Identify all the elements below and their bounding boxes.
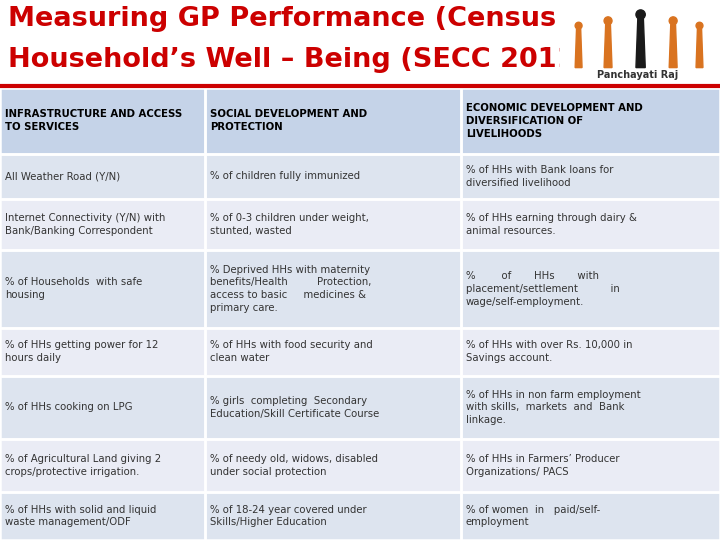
Text: Measuring GP Performance (Census 2011): Measuring GP Performance (Census 2011) [8,6,653,32]
Text: % of HHs with solid and liquid
waste management/ODF: % of HHs with solid and liquid waste man… [5,504,156,528]
Bar [461,328,720,376]
Text: INFRASTRUCTURE AND ACCESS
TO SERVICES: INFRASTRUCTURE AND ACCESS TO SERVICES [5,110,182,132]
Text: % of HHs with Bank loans for
diversified livelihood: % of HHs with Bank loans for diversified… [466,165,613,188]
Bar [461,88,720,154]
Text: % of HHs getting power for 12
hours daily: % of HHs getting power for 12 hours dail… [5,341,158,363]
Text: % Deprived HHs with maternity
benefits/Health         Protection,
access to basi: % Deprived HHs with maternity benefits/H… [210,265,372,313]
Text: SOCIAL DEVELOPMENT AND
PROTECTION: SOCIAL DEVELOPMENT AND PROTECTION [210,110,367,132]
Bar [461,154,720,199]
Circle shape [604,17,612,25]
Bar [0,492,205,540]
Bar [0,88,205,154]
Bar [205,199,461,249]
Text: % of Households  with safe
housing: % of Households with safe housing [5,278,143,300]
Text: % of women  in   paid/self-
employment: % of women in paid/self- employment [466,504,600,528]
Bar [205,249,461,328]
Text: % of HHs with food security and
clean water: % of HHs with food security and clean wa… [210,341,373,363]
Text: % of HHs earning through dairy &
animal resources.: % of HHs earning through dairy & animal … [466,213,636,236]
Text: ECONOMIC DEVELOPMENT AND
DIVERSIFICATION OF
LIVELIHOODS: ECONOMIC DEVELOPMENT AND DIVERSIFICATION… [466,103,642,139]
Bar [205,154,461,199]
Bar [0,249,205,328]
Text: % of 0-3 children under weight,
stunted, wasted: % of 0-3 children under weight, stunted,… [210,213,369,236]
Bar [560,2,715,84]
Text: % of HHs in Farmers’ Producer
Organizations/ PACS: % of HHs in Farmers’ Producer Organizati… [466,454,619,477]
Bar [461,492,720,540]
Polygon shape [575,29,582,68]
Bar [0,249,205,328]
Bar [205,154,461,199]
Bar [0,0,720,88]
Bar [461,439,720,492]
Text: % of HHs with over Rs. 10,000 in
Savings account.: % of HHs with over Rs. 10,000 in Savings… [466,341,632,363]
Bar [461,88,720,154]
Bar [205,88,461,154]
Bar [461,376,720,439]
Bar [0,439,205,492]
Polygon shape [669,24,677,68]
Bar [205,439,461,492]
Polygon shape [604,24,612,68]
Bar [0,199,205,249]
Polygon shape [636,19,645,68]
Bar [0,492,205,540]
Bar [0,88,205,154]
Text: Panchayati Raj: Panchayati Raj [597,70,678,80]
Circle shape [669,17,677,25]
Bar [205,492,461,540]
Bar [0,376,205,439]
Text: % of needy old, widows, disabled
under social protection: % of needy old, widows, disabled under s… [210,454,378,477]
Text: % of 18-24 year covered under
Skills/Higher Education: % of 18-24 year covered under Skills/Hig… [210,504,366,528]
Bar [461,249,720,328]
Text: % of children fully immunized: % of children fully immunized [210,171,360,181]
Circle shape [696,22,703,29]
Bar [461,199,720,249]
Bar [205,328,461,376]
Bar [0,328,205,376]
Text: %        of       HHs       with
placement/settlement          in
wage/self-empl: % of HHs with placement/settlement in wa… [466,271,619,307]
Bar [205,88,461,154]
Bar [205,199,461,249]
Bar [461,199,720,249]
Circle shape [575,22,582,29]
Text: % of HHs in non farm employment
with skills,  markets  and  Bank
linkage.: % of HHs in non farm employment with ski… [466,390,641,425]
Text: % girls  completing  Secondary
Education/Skill Certificate Course: % girls completing Secondary Education/S… [210,396,379,419]
Bar [461,328,720,376]
Bar [205,249,461,328]
Bar [0,376,205,439]
Bar [0,154,205,199]
Bar [461,154,720,199]
Text: % of Agricultural Land giving 2
crops/protective irrigation.: % of Agricultural Land giving 2 crops/pr… [5,454,161,477]
Bar [205,376,461,439]
Bar [0,328,205,376]
Bar [461,439,720,492]
Bar [205,376,461,439]
Text: All Weather Road (Y/N): All Weather Road (Y/N) [5,171,120,181]
Bar [205,328,461,376]
Text: Household’s Well – Being (SECC 2011): Household’s Well – Being (SECC 2011) [8,47,588,73]
Bar [461,249,720,328]
Text: % of HHs cooking on LPG: % of HHs cooking on LPG [5,402,132,413]
Bar [205,492,461,540]
Bar [0,154,205,199]
Bar [0,199,205,249]
Bar [461,492,720,540]
Circle shape [636,10,645,19]
Bar [205,439,461,492]
Polygon shape [696,29,703,68]
Bar [0,439,205,492]
Bar [461,376,720,439]
Text: Internet Connectivity (Y/N) with
Bank/Banking Correspondent: Internet Connectivity (Y/N) with Bank/Ba… [5,213,166,236]
